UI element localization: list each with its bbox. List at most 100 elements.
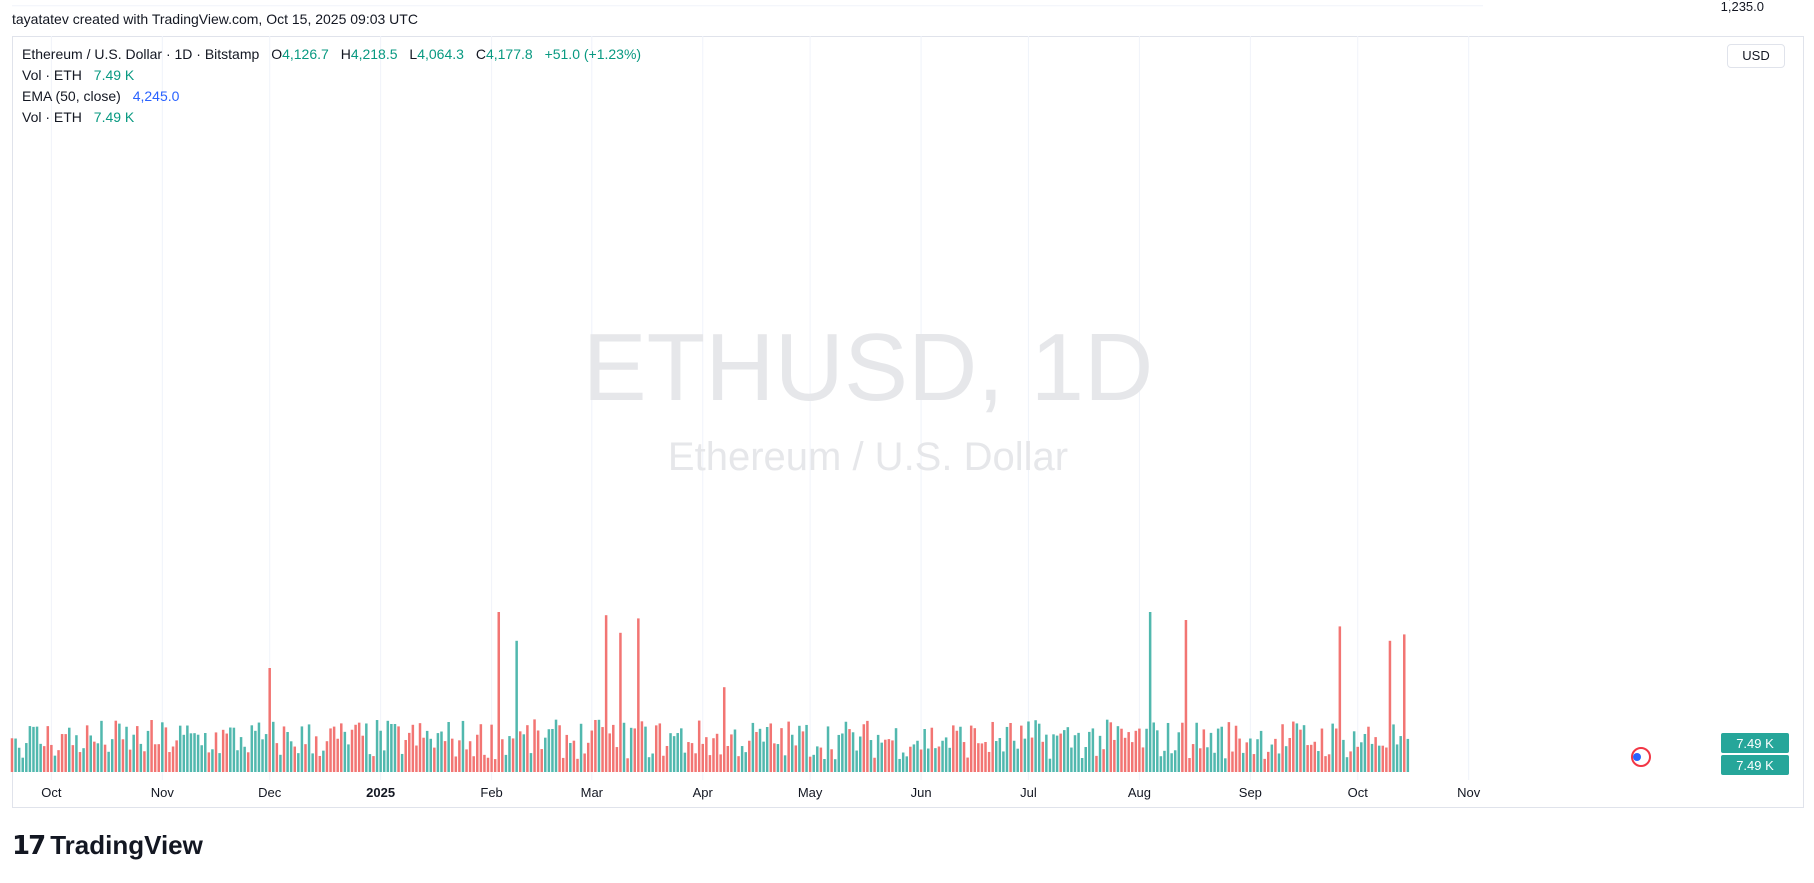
volume-bar <box>561 757 565 772</box>
volume-bar <box>508 736 511 772</box>
volume-bar <box>28 726 32 772</box>
volume-bar <box>1191 744 1195 772</box>
volume-bar <box>1399 736 1402 772</box>
volume-bar <box>275 743 279 772</box>
volume-bar <box>755 731 758 772</box>
volume-bar <box>869 740 873 772</box>
volume-bar <box>1403 634 1406 772</box>
volume-label[interactable]: Vol · ETH <box>22 67 82 83</box>
time-axis[interactable]: Oct Nov Dec 2025 Feb Mar Apr May Jun Jul Aug Sep Oct… <box>41 785 1480 800</box>
tradingview-logo[interactable]: 17 TradingView <box>12 830 203 861</box>
volume-bar <box>10 738 14 772</box>
volume-bar <box>1055 735 1059 772</box>
volume-bar <box>665 745 669 772</box>
volume-bar <box>855 750 858 772</box>
volume-bar <box>447 722 450 772</box>
volume-bar <box>1070 747 1073 772</box>
volume-bar <box>1388 640 1392 772</box>
volume-bar <box>722 687 726 772</box>
volume-bar <box>186 725 189 772</box>
time-tick-label: Oct <box>41 785 62 800</box>
time-tick-label: 2025 <box>366 785 395 800</box>
volume-bar <box>483 754 486 772</box>
volume-bar <box>1335 728 1338 772</box>
volume2-label[interactable]: Vol · ETH <box>22 109 82 125</box>
volume-bar <box>962 742 966 772</box>
volume-bar <box>196 734 200 772</box>
volume-bar <box>651 753 654 772</box>
volume-bar <box>85 725 89 772</box>
volume-bar <box>1091 728 1095 772</box>
volume-bar <box>236 750 239 772</box>
volume-bar <box>207 752 211 772</box>
volume-bar <box>243 746 246 772</box>
volume-bar <box>583 753 586 772</box>
volume-bar <box>1313 741 1317 772</box>
volume-bar <box>637 618 640 772</box>
volume-bar <box>314 736 318 772</box>
volume-bar <box>279 754 282 772</box>
volume-bar <box>1406 738 1410 772</box>
price-axis[interactable]: 7,200.05,600.04,850.03,650.03,250.02,850… <box>1721 0 1764 14</box>
volume-bar <box>926 748 930 772</box>
volume-bar <box>740 746 744 772</box>
volume-bar <box>1331 723 1334 772</box>
volume-bar <box>450 738 454 772</box>
volume-bar <box>93 741 96 772</box>
volume-bar <box>644 726 647 772</box>
volume-bar <box>604 615 608 772</box>
volume-bar <box>132 734 135 772</box>
volume-bar <box>146 730 150 772</box>
volume-bar <box>690 743 694 772</box>
volume-bar <box>798 725 801 772</box>
volume-bar <box>221 729 225 772</box>
volume-bar <box>110 739 114 772</box>
volume-bar <box>261 739 264 772</box>
volume-bar <box>1227 722 1231 772</box>
currency-selector[interactable]: USD <box>1727 44 1785 68</box>
volume-bar <box>39 743 42 772</box>
volume-bar <box>569 742 572 772</box>
close-value: 4,177.8 <box>485 46 533 62</box>
volume-bar <box>1138 728 1141 772</box>
volume-bar <box>1141 747 1145 772</box>
volume-bar <box>397 726 400 772</box>
volume-bar <box>422 737 425 772</box>
volume-bar <box>841 733 844 772</box>
volume-bar <box>393 723 397 772</box>
volume-bar <box>325 741 329 772</box>
volume-bar <box>647 757 651 772</box>
volume-tag-2: 7.49 K <box>1721 755 1789 775</box>
volume-bar <box>884 739 887 772</box>
volume-bar <box>941 740 944 772</box>
volume-bar <box>153 744 157 772</box>
volume-bar <box>504 754 508 772</box>
volume-bar <box>629 727 633 772</box>
volume-bar <box>415 745 418 772</box>
volume-bar <box>329 728 332 772</box>
volume-bar <box>812 754 815 772</box>
volume-bar <box>966 757 969 772</box>
volume-bar <box>1163 750 1166 772</box>
volume-bar <box>354 724 357 772</box>
volume-bar <box>1216 728 1220 772</box>
volume-bar <box>762 741 765 772</box>
volume-bar <box>1274 738 1277 772</box>
volume-tag-1-text: 7.49 K <box>1736 736 1774 751</box>
volume-bar <box>386 720 390 772</box>
volume-bar <box>60 734 64 772</box>
ema-label[interactable]: EMA (50, close) <box>22 88 121 104</box>
volume-bar <box>1284 746 1288 772</box>
volume-bar <box>1288 737 1291 772</box>
volume-bar <box>1048 758 1052 772</box>
symbol-title[interactable]: Ethereum / U.S. Dollar · 1D · Bitstamp <box>22 46 260 62</box>
volume-bar <box>193 733 196 772</box>
volume-bar <box>476 734 479 772</box>
time-tick-label: Feb <box>480 785 502 800</box>
volume-bar <box>919 749 923 772</box>
volume-bar <box>1356 746 1359 772</box>
volume-bar <box>923 729 926 772</box>
volume-bar <box>1102 749 1105 772</box>
volume-bar <box>805 724 808 772</box>
